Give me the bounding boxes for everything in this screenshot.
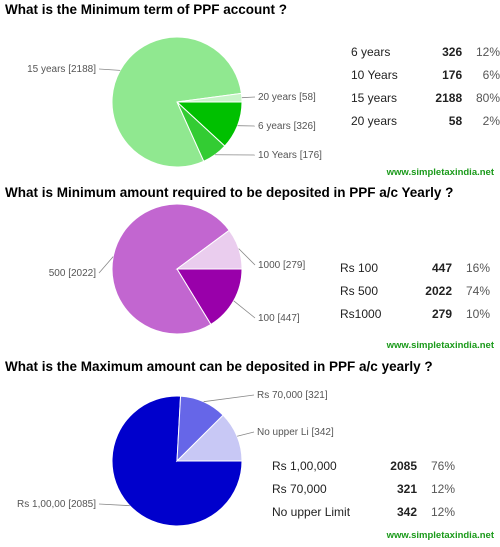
table-row: 6 years 326 12% xyxy=(351,40,500,63)
answer-count: 342 xyxy=(396,504,417,519)
poll-maximum-amount: What is the Maximum amount can be deposi… xyxy=(0,357,500,547)
answer-count: 2085 xyxy=(390,458,417,473)
leader-line xyxy=(236,431,255,437)
table-row: Rs 1,00,000 2085 76% xyxy=(272,454,455,477)
answer-label: 15 years xyxy=(351,90,398,105)
pie-chart: 6 years [326] 10 Years [176] 15 years [218… xyxy=(27,36,322,168)
answer-count: 2022 xyxy=(425,283,452,298)
answer-percent: 12% xyxy=(430,504,455,519)
answer-label: 20 years xyxy=(351,113,398,128)
answer-label: Rs 1,00,000 xyxy=(272,458,337,473)
answer-percent: 6% xyxy=(482,67,500,82)
results-table: 6 years 326 12% 10 Years 176 6% 15 years 2188 80… xyxy=(351,40,500,132)
pie-slice xyxy=(176,92,243,103)
leader-line xyxy=(233,300,256,319)
pie-chart: 100 [447] 500 [2022] 1000 [279] xyxy=(49,203,305,335)
answer-percent: 16% xyxy=(465,260,490,275)
table-row: Rs 100 447 16% xyxy=(340,256,490,279)
table-row: Rs1000 279 10% xyxy=(340,302,490,325)
slice-label: Rs 70,000 [321] xyxy=(257,390,328,401)
answer-count: 58 xyxy=(448,113,463,128)
answer-label: 10 Years xyxy=(351,67,398,82)
answer-label: 6 years xyxy=(351,44,391,59)
answer-percent: 2% xyxy=(482,113,500,128)
slice-label: 6 years [326] xyxy=(258,121,316,132)
answer-count: 279 xyxy=(431,306,452,321)
slice-label: No upper Li [342] xyxy=(257,427,334,438)
results-table: Rs 100 447 16% Rs 500 2022 74% Rs1000 279 10% xyxy=(340,256,490,325)
slice-label: Rs 1,00,00 [2085] xyxy=(17,499,96,510)
answer-count: 326 xyxy=(442,44,463,59)
slice-label: 10 Years [176] xyxy=(258,150,322,161)
site-watermark: www.simpletaxindia.net xyxy=(386,340,494,351)
leader-line xyxy=(98,68,121,71)
pie-slice xyxy=(111,36,242,168)
answer-label: No upper Limit xyxy=(272,504,351,519)
question-title: What is Minimum amount required to be de… xyxy=(5,185,454,200)
pie-slice xyxy=(175,229,243,270)
answer-label: Rs 100 xyxy=(340,260,379,275)
table-row: No upper Limit 342 12% xyxy=(272,500,455,523)
answer-count: 321 xyxy=(396,481,417,496)
table-row: Rs 500 2022 74% xyxy=(340,279,490,302)
leader-line xyxy=(98,256,114,274)
answer-percent: 80% xyxy=(475,90,500,105)
leader-line xyxy=(98,503,130,507)
leader-line xyxy=(241,96,256,99)
question-title: What is the Maximum amount can be deposi… xyxy=(5,359,433,374)
answer-label: Rs1000 xyxy=(340,306,382,321)
poll-minimum-amount: What is Minimum amount required to be de… xyxy=(0,183,500,357)
table-row: 10 Years 176 6% xyxy=(351,63,500,86)
leader-line xyxy=(238,248,256,266)
slice-label: 20 years [58] xyxy=(258,92,316,103)
answer-percent: 12% xyxy=(475,44,500,59)
slice-label: 100 [447] xyxy=(258,313,300,324)
slice-label: 15 years [2188] xyxy=(27,64,96,75)
answer-label: Rs 500 xyxy=(340,283,379,298)
answer-count: 447 xyxy=(431,260,452,275)
results-table: Rs 1,00,000 2085 76% Rs 70,000 321 12% No uppe… xyxy=(272,454,455,523)
answer-label: Rs 70,000 xyxy=(272,481,327,496)
pie-slice xyxy=(175,414,243,462)
answer-percent: 74% xyxy=(465,283,490,298)
table-row: 15 years 2188 80% xyxy=(351,86,500,109)
answer-percent: 12% xyxy=(430,481,455,496)
answer-percent: 76% xyxy=(430,458,455,473)
slice-label: 1000 [279] xyxy=(258,260,305,271)
site-watermark: www.simpletaxindia.net xyxy=(386,167,494,178)
poll-minimum-term: What is the Minimum term of PPF account … xyxy=(0,0,500,183)
leader-line xyxy=(203,394,255,403)
table-row: 20 years 58 2% xyxy=(351,109,500,132)
pie-slice xyxy=(111,203,230,335)
pie-chart: Rs 1,00,00 [2085] Rs 70,000 [321] No upper… xyxy=(17,390,334,527)
answer-count: 176 xyxy=(442,67,463,82)
table-row: Rs 70,000 321 12% xyxy=(272,477,455,500)
slice-label: 500 [2022] xyxy=(49,268,96,279)
answer-count: 2188 xyxy=(435,90,463,105)
question-title: What is the Minimum term of PPF account … xyxy=(5,2,288,17)
site-watermark: www.simpletaxindia.net xyxy=(386,530,494,541)
answer-percent: 10% xyxy=(465,306,490,321)
